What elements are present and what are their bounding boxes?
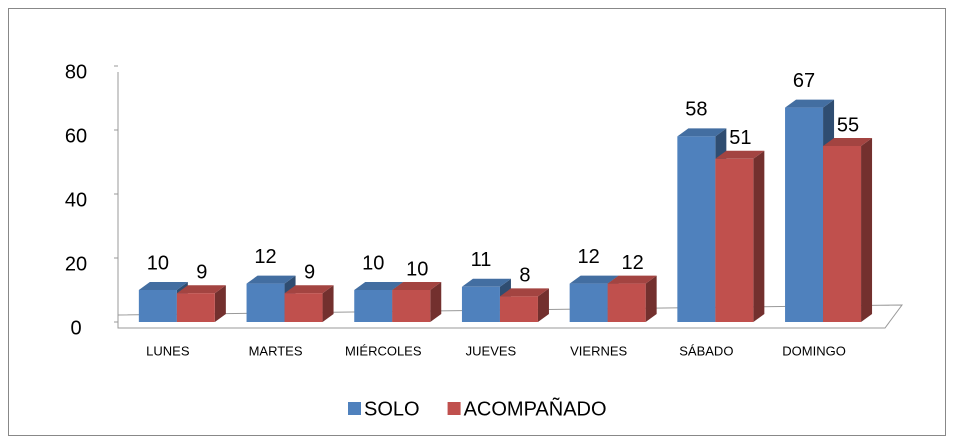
bar-top (461, 278, 511, 287)
bar (823, 138, 873, 322)
bar-front (677, 136, 716, 322)
legend-label: SOLO (364, 398, 420, 420)
y-tick-label: 80 (65, 61, 87, 83)
bar-top (392, 282, 442, 290)
bar-top (607, 275, 657, 284)
x-tick-label: DOMINGO (782, 343, 846, 358)
bar-front (284, 293, 323, 322)
bar-front (461, 286, 500, 322)
x-tick-label: MARTES (249, 343, 303, 358)
bar-top (499, 288, 549, 297)
bar-top (176, 285, 226, 294)
bar-front (607, 283, 646, 322)
bar (284, 285, 334, 322)
value-label: 51 (729, 127, 751, 149)
value-label: 12 (254, 246, 276, 268)
bar (461, 278, 511, 322)
value-label: 9 (196, 261, 207, 283)
legend-swatch (348, 402, 361, 415)
value-label: 12 (622, 252, 644, 274)
x-tick-label: SÁBADO (679, 343, 733, 358)
bar-side (430, 282, 442, 322)
bar-top (715, 150, 765, 159)
bar-front (246, 283, 285, 322)
bar (176, 285, 226, 322)
bar-front (823, 146, 862, 322)
bar-side (214, 285, 226, 322)
value-label: 8 (519, 265, 530, 287)
bar-top (823, 138, 873, 146)
bar-side (753, 150, 765, 322)
bar-front (569, 283, 608, 322)
bar (392, 282, 442, 322)
bar-top (284, 285, 334, 294)
bar-top (785, 99, 835, 108)
bar-side (861, 138, 873, 322)
x-tick-label: MIÉRCOLES (345, 343, 422, 358)
legend-swatch (447, 402, 461, 415)
bar-side (322, 285, 334, 322)
bar-top (569, 275, 619, 284)
value-label: 55 (837, 114, 859, 136)
bar (715, 150, 765, 322)
x-tick-label: VIERNES (570, 343, 627, 358)
x-tick-label: JUEVES (466, 343, 517, 358)
bar (499, 288, 549, 322)
bar-top (138, 282, 188, 290)
value-label: 9 (304, 261, 315, 283)
bar-front (392, 290, 431, 322)
y-tick-label: 0 (70, 317, 81, 339)
bar-front (715, 158, 754, 322)
bar-side (537, 288, 549, 322)
bar-top (246, 275, 296, 284)
y-tick-label: 60 (65, 125, 87, 147)
value-label: 67 (793, 70, 815, 92)
bar-side (645, 275, 657, 322)
bar-front (176, 293, 215, 322)
value-label: 10 (362, 252, 384, 274)
bar-top (354, 282, 404, 290)
bar-front (499, 296, 538, 322)
bar-top (677, 128, 727, 137)
value-label: 58 (685, 99, 707, 121)
legend-label: ACOMPAÑADO (464, 396, 607, 420)
x-tick-label: LUNES (146, 343, 190, 358)
y-tick-label: 40 (65, 189, 87, 211)
value-label: 11 (471, 249, 492, 271)
bar (607, 275, 657, 322)
bar-front (785, 107, 824, 322)
bar-front (354, 290, 393, 322)
value-label: 10 (406, 258, 428, 280)
value-label: 12 (578, 246, 600, 268)
value-label: 10 (147, 252, 169, 274)
bar-front (138, 290, 177, 322)
y-tick-label: 20 (65, 253, 87, 275)
